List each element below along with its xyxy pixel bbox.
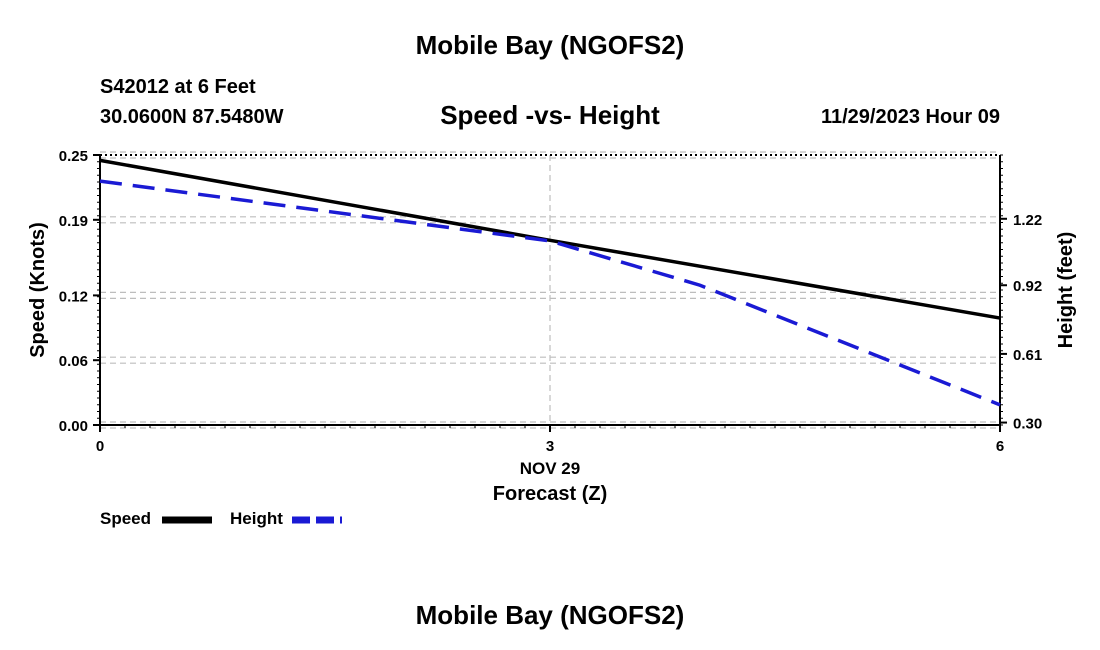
x-axis-title: Forecast (Z) — [493, 483, 607, 505]
x-tick-label: 6 — [996, 438, 1004, 455]
grid-lines — [100, 151, 1000, 429]
legend-speed-label: Speed — [100, 509, 152, 528]
y2-tick-label: 0.92 — [1013, 278, 1042, 295]
y2-tick-label: 0.61 — [1013, 347, 1042, 364]
series-line-height — [99, 179, 1001, 407]
series-line-speed — [99, 158, 1001, 320]
series-layer — [99, 158, 1001, 407]
x-tick-label: 3 — [546, 438, 554, 455]
page-title: Mobile Bay (NGOFS2) — [415, 30, 685, 60]
y2-axis-title: Height (feet) — [1055, 232, 1077, 349]
y-tick-label: 0.12 — [59, 288, 88, 305]
chart-title: Speed -vs- Height — [440, 100, 660, 130]
station-label: S42012 at 6 Feet — [100, 76, 256, 98]
y-tick-label: 0.25 — [59, 148, 88, 165]
y2-tick-label: 1.22 — [1013, 212, 1042, 229]
y-tick-label: 0.00 — [59, 418, 88, 435]
x-tick-label: 0 — [96, 438, 104, 455]
y-tick-label: 0.19 — [59, 213, 88, 230]
y2-tick-label: 0.30 — [1013, 416, 1042, 433]
x-date-label: NOV 29 — [520, 459, 580, 478]
legend-height-label: Height — [230, 509, 283, 528]
footer-title: Mobile Bay (NGOFS2) — [415, 600, 685, 630]
y-tick-label: 0.06 — [59, 353, 88, 370]
axis-labels: 0.00 0.06 0.12 0.19 0.25 0.30 0.61 0.92 1.22 0 3 6 N… — [27, 148, 1077, 505]
coordinates-label: 30.0600N 87.5480W — [100, 106, 284, 128]
y-axis-title: Speed (Knots) — [27, 222, 49, 358]
forecast-datetime: 11/29/2023 Hour 09 — [820, 106, 1000, 128]
axes — [93, 154, 1007, 432]
